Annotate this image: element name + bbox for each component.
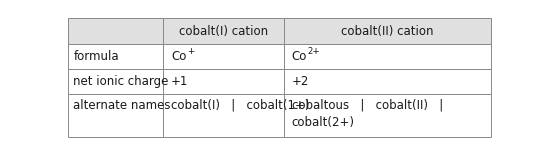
Bar [68, 94, 163, 137]
Text: Co: Co [292, 50, 307, 63]
Text: formula: formula [73, 50, 119, 63]
Text: cobaltous   |   cobalt(II)   |: cobaltous | cobalt(II) | [292, 98, 443, 111]
Bar [163, 44, 284, 69]
Text: net ionic charge: net ionic charge [73, 75, 169, 88]
Text: +2: +2 [292, 75, 309, 88]
Text: Co: Co [171, 50, 186, 63]
Bar [68, 69, 163, 94]
Text: 2+: 2+ [308, 47, 321, 56]
Text: +: + [187, 47, 194, 56]
Text: cobalt(I) cation: cobalt(I) cation [179, 25, 268, 38]
Bar [284, 94, 491, 137]
Bar [163, 18, 284, 44]
Bar [163, 94, 284, 137]
Text: cobalt(II) cation: cobalt(II) cation [341, 25, 434, 38]
Bar [284, 44, 491, 69]
Text: +1: +1 [171, 75, 188, 88]
Text: alternate names: alternate names [73, 99, 171, 112]
Bar [68, 44, 163, 69]
Bar [163, 69, 284, 94]
Text: cobalt(I)   |   cobalt(1+): cobalt(I) | cobalt(1+) [171, 98, 310, 111]
Text: cobalt(2+): cobalt(2+) [292, 116, 355, 130]
Bar [284, 18, 491, 44]
Bar [68, 18, 163, 44]
Bar [284, 69, 491, 94]
